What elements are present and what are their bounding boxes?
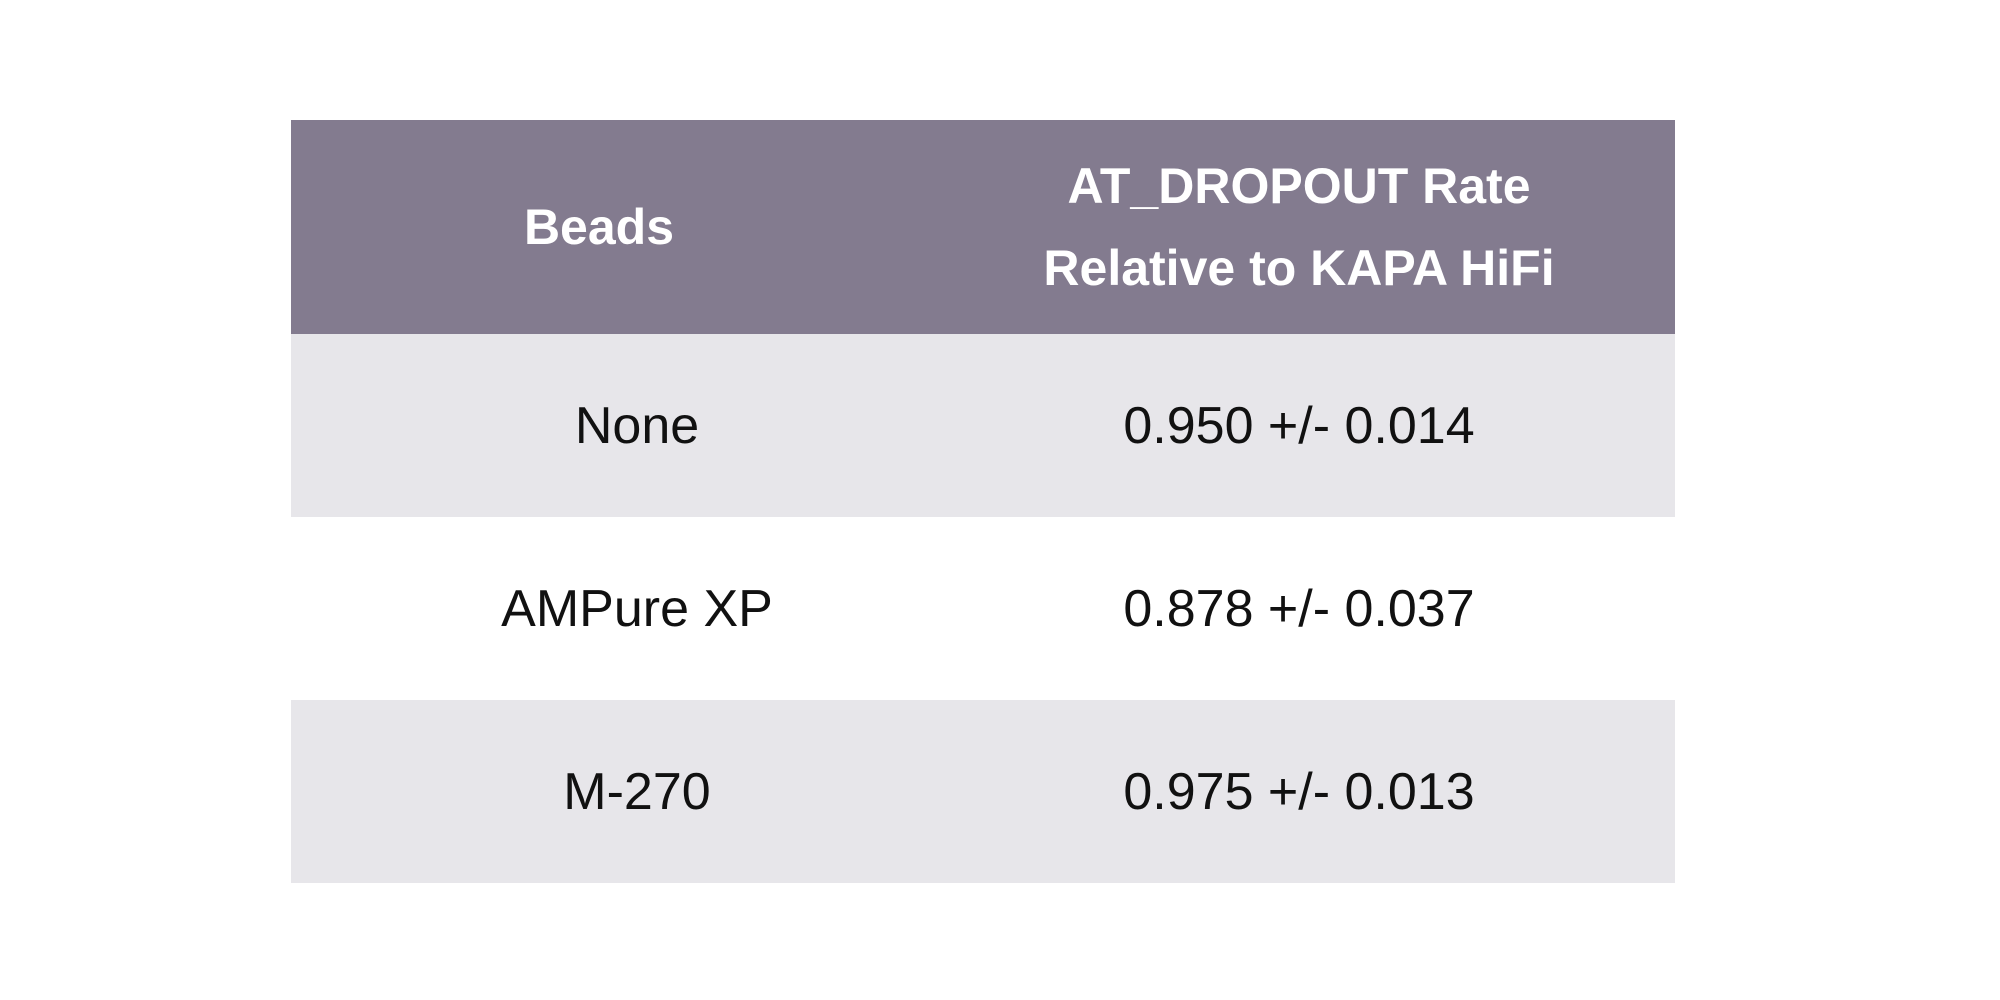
header-rate-line2: Relative to KAPA HiFi bbox=[1043, 240, 1555, 296]
table-row: None 0.950 +/- 0.014 bbox=[291, 334, 1675, 517]
header-beads: Beads bbox=[523, 199, 675, 255]
cell-rate: 0.950 +/- 0.014 bbox=[1123, 396, 1475, 455]
table-body: None 0.950 +/- 0.014 AMPure XP 0.878 +/-… bbox=[291, 334, 1675, 883]
cell-beads: M-270 bbox=[563, 762, 711, 821]
cell-rate: 0.878 +/- 0.037 bbox=[1123, 579, 1475, 638]
header-row: Beads AT_DROPOUT Rate Relative to KAPA H… bbox=[291, 120, 1675, 334]
table-header: Beads AT_DROPOUT Rate Relative to KAPA H… bbox=[291, 120, 1675, 334]
cell-rate: 0.975 +/- 0.013 bbox=[1123, 762, 1475, 821]
table-row: M-270 0.975 +/- 0.013 bbox=[291, 700, 1675, 883]
header-rate: AT_DROPOUT Rate Relative to KAPA HiFi bbox=[983, 120, 1675, 334]
cell-beads: AMPure XP bbox=[501, 579, 773, 638]
header-rate-line1: AT_DROPOUT Rate bbox=[1067, 158, 1531, 214]
cell-beads: None bbox=[574, 396, 700, 455]
table-row: AMPure XP 0.878 +/- 0.037 bbox=[291, 517, 1675, 700]
results-table: Beads AT_DROPOUT Rate Relative to KAPA H… bbox=[291, 120, 1675, 883]
